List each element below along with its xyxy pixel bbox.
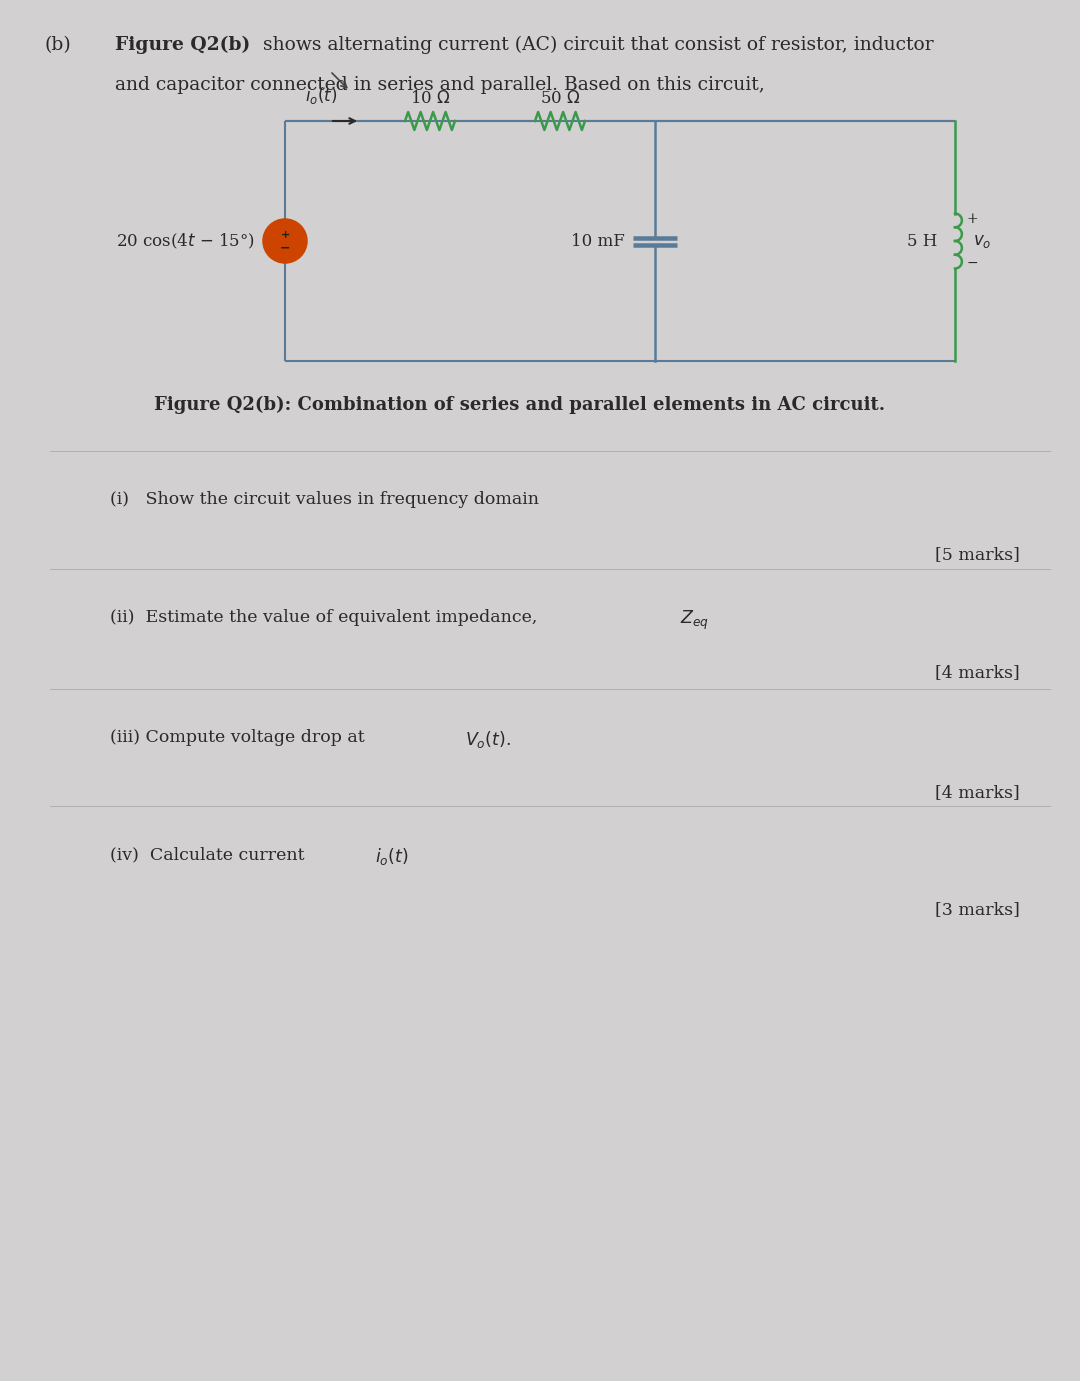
Text: (ii)  Estimate the value of equivalent impedance,: (ii) Estimate the value of equivalent im…: [110, 609, 543, 626]
Text: $Z_{eq}$: $Z_{eq}$: [680, 609, 708, 632]
Text: [4 marks]: [4 marks]: [935, 664, 1020, 681]
Text: (iv)  Calculate current: (iv) Calculate current: [110, 847, 310, 863]
Text: Figure Q2(b): Figure Q2(b): [114, 36, 251, 54]
Text: (b): (b): [45, 36, 71, 54]
Text: 10 $\Omega$: 10 $\Omega$: [409, 90, 450, 106]
Text: 10 mF: 10 mF: [571, 232, 625, 250]
Text: shows alternating current (AC) circuit that consist of resistor, inductor: shows alternating current (AC) circuit t…: [257, 36, 933, 54]
Text: +: +: [967, 213, 978, 226]
Text: [3 marks]: [3 marks]: [935, 900, 1020, 918]
Text: $V_o(t)$.: $V_o(t)$.: [465, 729, 511, 750]
Text: (iii) Compute voltage drop at: (iii) Compute voltage drop at: [110, 729, 370, 746]
Text: 5 H: 5 H: [906, 232, 937, 250]
Text: −: −: [967, 255, 978, 271]
Text: [4 marks]: [4 marks]: [935, 784, 1020, 801]
Text: (i)   Show the circuit values in frequency domain: (i) Show the circuit values in frequency…: [110, 492, 539, 508]
Text: $i_o(t)$: $i_o(t)$: [375, 847, 408, 867]
Circle shape: [264, 220, 306, 262]
Text: [5 marks]: [5 marks]: [935, 545, 1020, 563]
Text: $i_o(t)$: $i_o(t)$: [305, 86, 337, 106]
Text: 50 $\Omega$: 50 $\Omega$: [540, 90, 580, 106]
Text: −: −: [280, 242, 291, 254]
Text: Figure Q2(b): Combination of series and parallel elements in AC circuit.: Figure Q2(b): Combination of series and …: [154, 396, 886, 414]
Text: 20 cos(4$t$ $-$ 15°): 20 cos(4$t$ $-$ 15°): [116, 232, 255, 250]
Text: and capacitor connected in series and parallel. Based on this circuit,: and capacitor connected in series and pa…: [114, 76, 765, 94]
Text: +: +: [281, 231, 289, 240]
Text: $v_o$: $v_o$: [973, 232, 991, 250]
